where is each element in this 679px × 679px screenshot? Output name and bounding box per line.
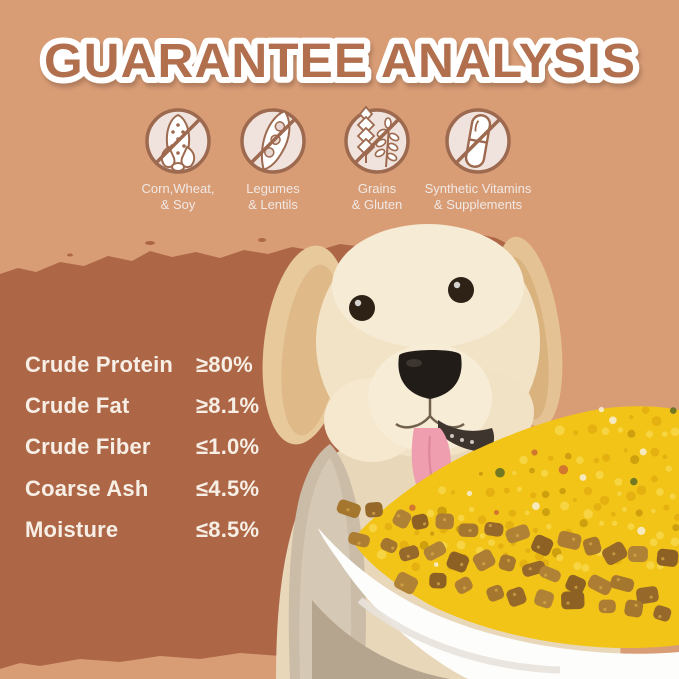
food-texture-specks: [368, 406, 679, 572]
analysis-value: ≤4.5%: [196, 475, 260, 501]
dog-eye-right: [448, 277, 474, 303]
badge-label-line2: & Lentils: [248, 197, 298, 212]
dog-forehead: [332, 224, 524, 348]
corn-icon: [145, 108, 211, 174]
badge-no-legumes-lentils: Legumes & Lentils: [203, 101, 343, 213]
page-title: GUARANTEE ANALYSIS: [38, 29, 641, 94]
page-title-text: GUARANTEE ANALYSIS: [44, 35, 636, 88]
badge-label-line2: & Supplements: [433, 197, 523, 212]
guaranteed-analysis-list: Crude Protein ≥80% Crude Fat ≥8.1% Crude…: [25, 344, 285, 551]
badge-label-line2: & Gluten: [351, 197, 403, 212]
analysis-value: ≥80%: [196, 351, 253, 377]
analysis-value: ≥8.1%: [196, 393, 260, 419]
analysis-row: Moisture ≤8.5%: [25, 510, 285, 551]
food-bowl: [312, 406, 679, 679]
dog-eye-left: [349, 295, 375, 321]
badge-label: Synthetic Vitamins & Supplements: [408, 181, 548, 213]
badge-label: Legumes & Lentils: [203, 181, 343, 213]
analysis-value: ≤1.0%: [196, 434, 260, 460]
analysis-value: ≤8.5%: [196, 517, 260, 543]
kibble-pieces: [336, 499, 679, 622]
badge-label-line2: & Soy: [160, 197, 196, 212]
badge-no-corn-wheat-soy: Corn,Wheat, & Soy: [108, 101, 248, 213]
badge-label: Corn,Wheat, & Soy: [108, 181, 248, 213]
wheat-icon: [344, 105, 410, 174]
analysis-row: Crude Protein ≥80%: [25, 344, 285, 385]
analysis-row: Crude Fiber ≤1.0%: [25, 427, 285, 468]
fur-shadow-under-plate: [312, 600, 450, 679]
no-slash: [453, 116, 503, 166]
analysis-label: Crude Protein: [25, 351, 174, 377]
dog-nose: [398, 349, 462, 399]
analysis-row: Crude Fat ≥8.1%: [25, 385, 285, 426]
badge-label-line1: Legumes: [246, 181, 300, 196]
badge-label-line1: Grains: [357, 181, 397, 196]
plate-shading: [357, 597, 561, 674]
collar-chain: [470, 440, 474, 444]
collar-chain: [450, 434, 454, 438]
pea-pod-icon: [240, 108, 306, 174]
white-plate: [318, 528, 679, 679]
capsule-icon: [445, 108, 511, 174]
analysis-label: Crude Fiber: [25, 434, 151, 460]
badge-label: Grains & Gluten: [307, 181, 447, 213]
dog-collar: [438, 420, 495, 452]
analysis-row: Coarse Ash ≤4.5%: [25, 468, 285, 509]
no-slash: [153, 116, 203, 166]
badge-label-line1: Corn,Wheat,: [141, 181, 215, 196]
analysis-label: Crude Fat: [25, 393, 130, 419]
no-slash: [352, 116, 402, 166]
analysis-label: Moisture: [25, 517, 119, 543]
badge-label-line1: Synthetic Vitamins: [424, 181, 532, 196]
badge-no-synthetic-vitamins: Synthetic Vitamins & Supplements: [408, 101, 548, 213]
analysis-label: Coarse Ash: [25, 475, 149, 501]
collar-chain: [460, 438, 464, 442]
badge-no-grains-gluten: Grains & Gluten: [307, 101, 447, 213]
no-slash: [248, 116, 298, 166]
